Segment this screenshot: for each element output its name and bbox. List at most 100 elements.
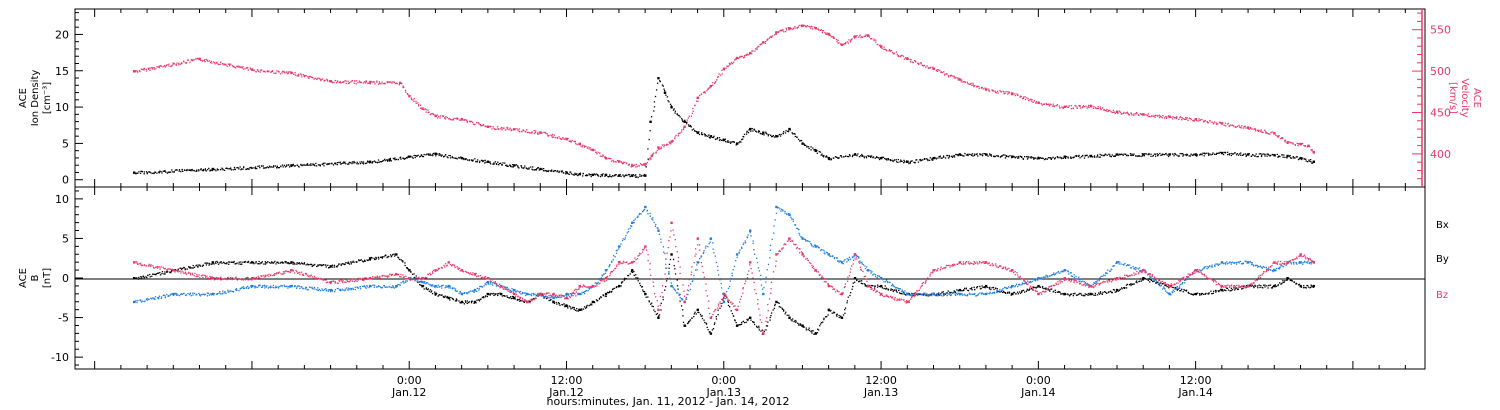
bx-trace-dot [795,320,797,322]
bx-trace-dot [615,286,618,288]
by-trace-dot [894,287,897,289]
ion-density-trace-dot [1029,156,1031,158]
velocity-trace-dot [1193,120,1195,122]
bx-trace-dot [774,303,776,306]
velocity-point [132,70,136,73]
bx-trace-dot [1223,289,1226,291]
by-point [172,292,175,296]
by-trace-dot [550,296,552,298]
bx-trace-dot [146,276,148,279]
velocity-trace-dot [847,42,850,44]
bx-trace-dot [1060,293,1062,295]
by-point [1247,261,1250,264]
bx-trace-dot [273,261,275,264]
velocity-trace-dot [1250,127,1252,130]
ion-density-trace-dot [922,159,924,161]
ion-density-trace-dot [327,162,329,165]
velocity-trace-dot [664,144,666,146]
bx-trace-dot [425,288,427,290]
by-trace-dot [148,298,150,301]
ion-density-trace-dot [643,173,645,176]
ion-density-trace-dot [576,173,578,175]
bx-trace-dot [1010,293,1013,295]
velocity-trace-dot [357,81,359,84]
ion-density-trace-dot [1021,156,1023,159]
bx-trace-dot [613,287,616,289]
bx-trace-dot [444,296,446,298]
velocity-trace-dot [1094,107,1097,109]
bx-trace-dot [1280,283,1282,285]
by-trace-dot [240,287,242,289]
ion-density-trace-dot [823,154,825,157]
ion-density-trace-dot [456,158,458,160]
velocity-trace-dot [789,28,791,30]
by-trace-dot [911,293,913,295]
velocity-trace-dot [276,70,278,72]
by-trace-dot [491,284,494,286]
ion-density-trace-dot [715,138,717,140]
by-trace-dot [490,283,492,285]
ion-density-trace-dot [460,156,462,158]
velocity-trace-dot [1136,113,1138,115]
by-trace-dot [450,287,452,289]
by-trace-dot [160,297,163,300]
bx-trace-dot [740,323,743,326]
bx-trace-dot [973,286,975,288]
by-trace-dot [681,299,683,301]
bx-trace-dot [805,327,807,329]
bx-trace-dot [287,262,289,265]
by-trace-dot [899,288,901,290]
bx-trace-dot [217,263,220,265]
ion-density-point [722,138,726,142]
bx-trace-dot [428,290,430,292]
velocity-trace-dot [756,47,758,49]
by-trace-dot [436,286,438,288]
ion-density-trace-dot [997,155,1000,157]
by-point [395,284,398,288]
bx-trace-dot [811,332,813,334]
velocity-trace-dot [1224,122,1227,124]
by-trace-dot [549,297,551,299]
by-trace-dot [352,287,354,289]
velocity-trace-dot [1253,128,1255,130]
bx-trace-dot [519,300,521,302]
velocity-trace-dot [556,136,558,139]
by-trace-dot [170,293,173,295]
by-trace-dot [480,285,482,288]
ion-density-trace-dot [812,147,814,149]
bx-trace-dot [967,289,969,292]
bx-trace-dot [629,273,631,275]
by-trace-dot [717,265,719,268]
by-trace-dot [150,297,152,299]
bx-trace-dot [896,291,898,293]
velocity-trace-dot [733,59,736,61]
ion-density-trace-dot [269,166,271,168]
ion-density-trace-dot [1093,155,1096,157]
bx-trace-dot [963,287,966,290]
velocity-trace-dot [451,119,453,121]
ion-density-trace-dot [903,159,905,162]
velocity-trace-dot [383,82,385,85]
bx-trace-dot [1303,287,1305,289]
ion-density-trace-dot [522,167,524,169]
velocity-trace-dot [652,152,655,154]
velocity-point [657,146,660,149]
bx-trace-dot [1142,279,1144,281]
velocity-trace-dot [334,79,337,82]
bx-trace-dot [1229,290,1231,292]
bx-trace-dot [264,263,267,265]
ion-density-trace-dot [386,160,389,162]
bx-trace-dot [1098,293,1101,295]
by-trace-dot [449,285,451,287]
bx-trace-dot [1253,286,1255,289]
ion-density-trace-dot [190,169,192,171]
ion-density-trace-dot [472,160,474,162]
bx-trace-dot [694,311,696,313]
by-trace-dot [363,285,365,287]
by-trace-dot [904,292,906,294]
by-trace-dot [803,238,806,240]
velocity-trace-dot [1110,111,1112,113]
by-trace-dot [765,281,767,283]
ion-density-trace-dot [323,165,325,167]
velocity-trace-dot [846,41,848,43]
